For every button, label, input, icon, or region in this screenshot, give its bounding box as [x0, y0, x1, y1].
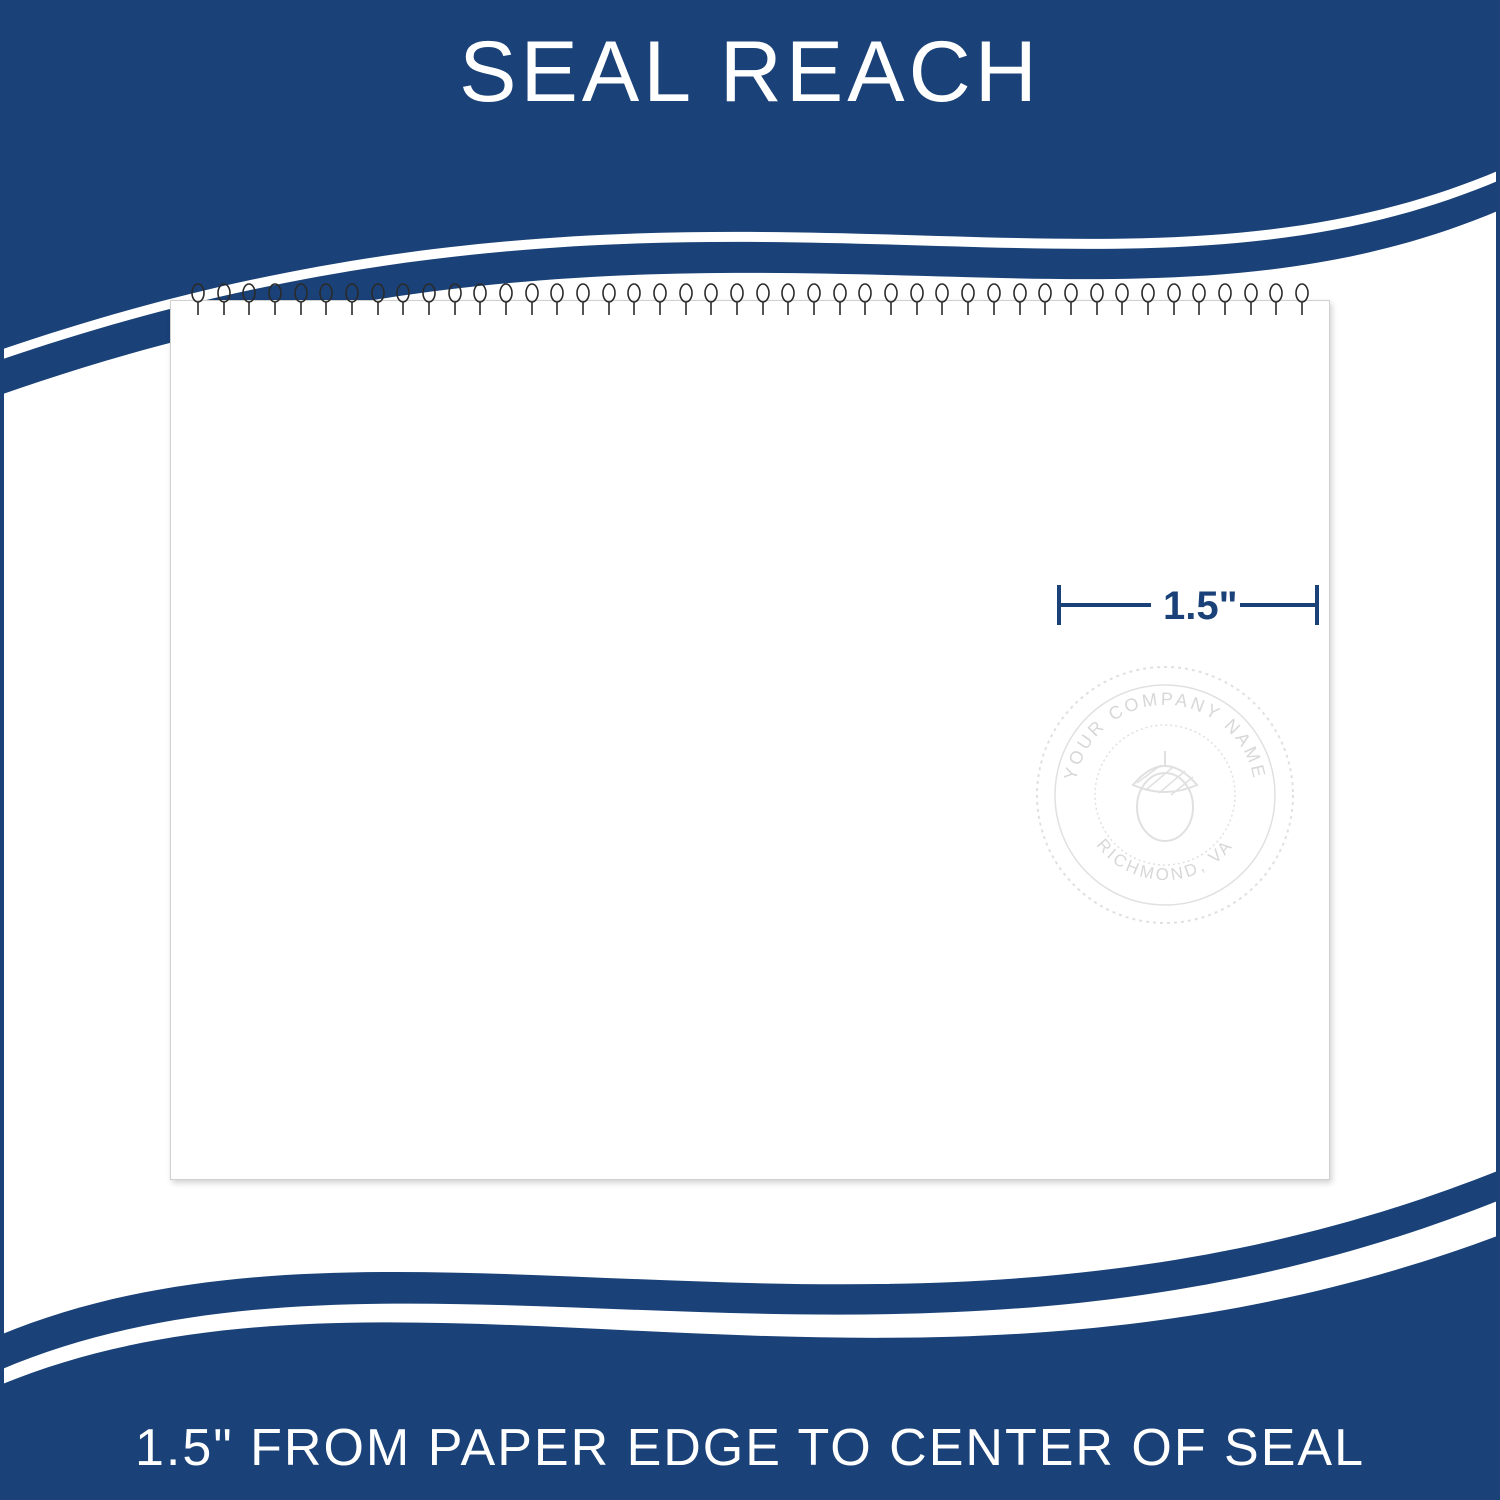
spiral-ring: [1013, 283, 1027, 317]
spiral-ring: [1244, 283, 1258, 317]
spiral-ring: [884, 283, 898, 317]
spiral-ring: [704, 283, 718, 317]
acorn-icon: [1133, 751, 1197, 841]
spiral-ring: [653, 283, 667, 317]
spiral-ring: [319, 283, 333, 317]
spiral-ring: [217, 283, 231, 317]
spiral-ring: [1064, 283, 1078, 317]
measurement-indicator: 1.5": [1055, 580, 1325, 630]
spiral-ring: [345, 283, 359, 317]
spiral-ring: [1167, 283, 1181, 317]
spiral-binding: [191, 283, 1309, 319]
spiral-ring: [910, 283, 924, 317]
spiral-ring: [499, 283, 513, 317]
spiral-ring: [961, 283, 975, 317]
spiral-ring: [473, 283, 487, 317]
spiral-ring: [1115, 283, 1129, 317]
spiral-ring: [1218, 283, 1232, 317]
spiral-ring: [679, 283, 693, 317]
spiral-ring: [1141, 283, 1155, 317]
svg-text:YOUR COMPANY NAME: YOUR COMPANY NAME: [1060, 689, 1270, 782]
spiral-ring: [576, 283, 590, 317]
spiral-ring: [602, 283, 616, 317]
spiral-ring: [730, 283, 744, 317]
spiral-ring: [396, 283, 410, 317]
spiral-ring: [1269, 283, 1283, 317]
spiral-ring: [1192, 283, 1206, 317]
spiral-ring: [448, 283, 462, 317]
spiral-ring: [525, 283, 539, 317]
spiral-ring: [833, 283, 847, 317]
spiral-ring: [756, 283, 770, 317]
spiral-ring: [987, 283, 1001, 317]
spiral-ring: [191, 283, 205, 317]
spiral-ring: [371, 283, 385, 317]
footer-caption: 1.5" FROM PAPER EDGE TO CENTER OF SEAL: [135, 1418, 1365, 1478]
spiral-ring: [422, 283, 436, 317]
spiral-ring: [550, 283, 564, 317]
spiral-ring: [1038, 283, 1052, 317]
spiral-ring: [268, 283, 282, 317]
embossed-seal: YOUR COMPANY NAME RICHMOND, VA: [1030, 660, 1300, 930]
footer-band: 1.5" FROM PAPER EDGE TO CENTER OF SEAL: [0, 1395, 1500, 1500]
spiral-ring: [935, 283, 949, 317]
spiral-ring: [781, 283, 795, 317]
spiral-ring: [294, 283, 308, 317]
spiral-ring: [807, 283, 821, 317]
measurement-value: 1.5": [1163, 584, 1238, 629]
page-title: SEAL REACH: [459, 23, 1041, 122]
spiral-ring: [858, 283, 872, 317]
header-band: SEAL REACH: [0, 0, 1500, 145]
spiral-ring: [627, 283, 641, 317]
spiral-ring: [242, 283, 256, 317]
spiral-ring: [1295, 283, 1309, 317]
seal-top-text: YOUR COMPANY NAME: [1060, 689, 1270, 782]
spiral-ring: [1090, 283, 1104, 317]
